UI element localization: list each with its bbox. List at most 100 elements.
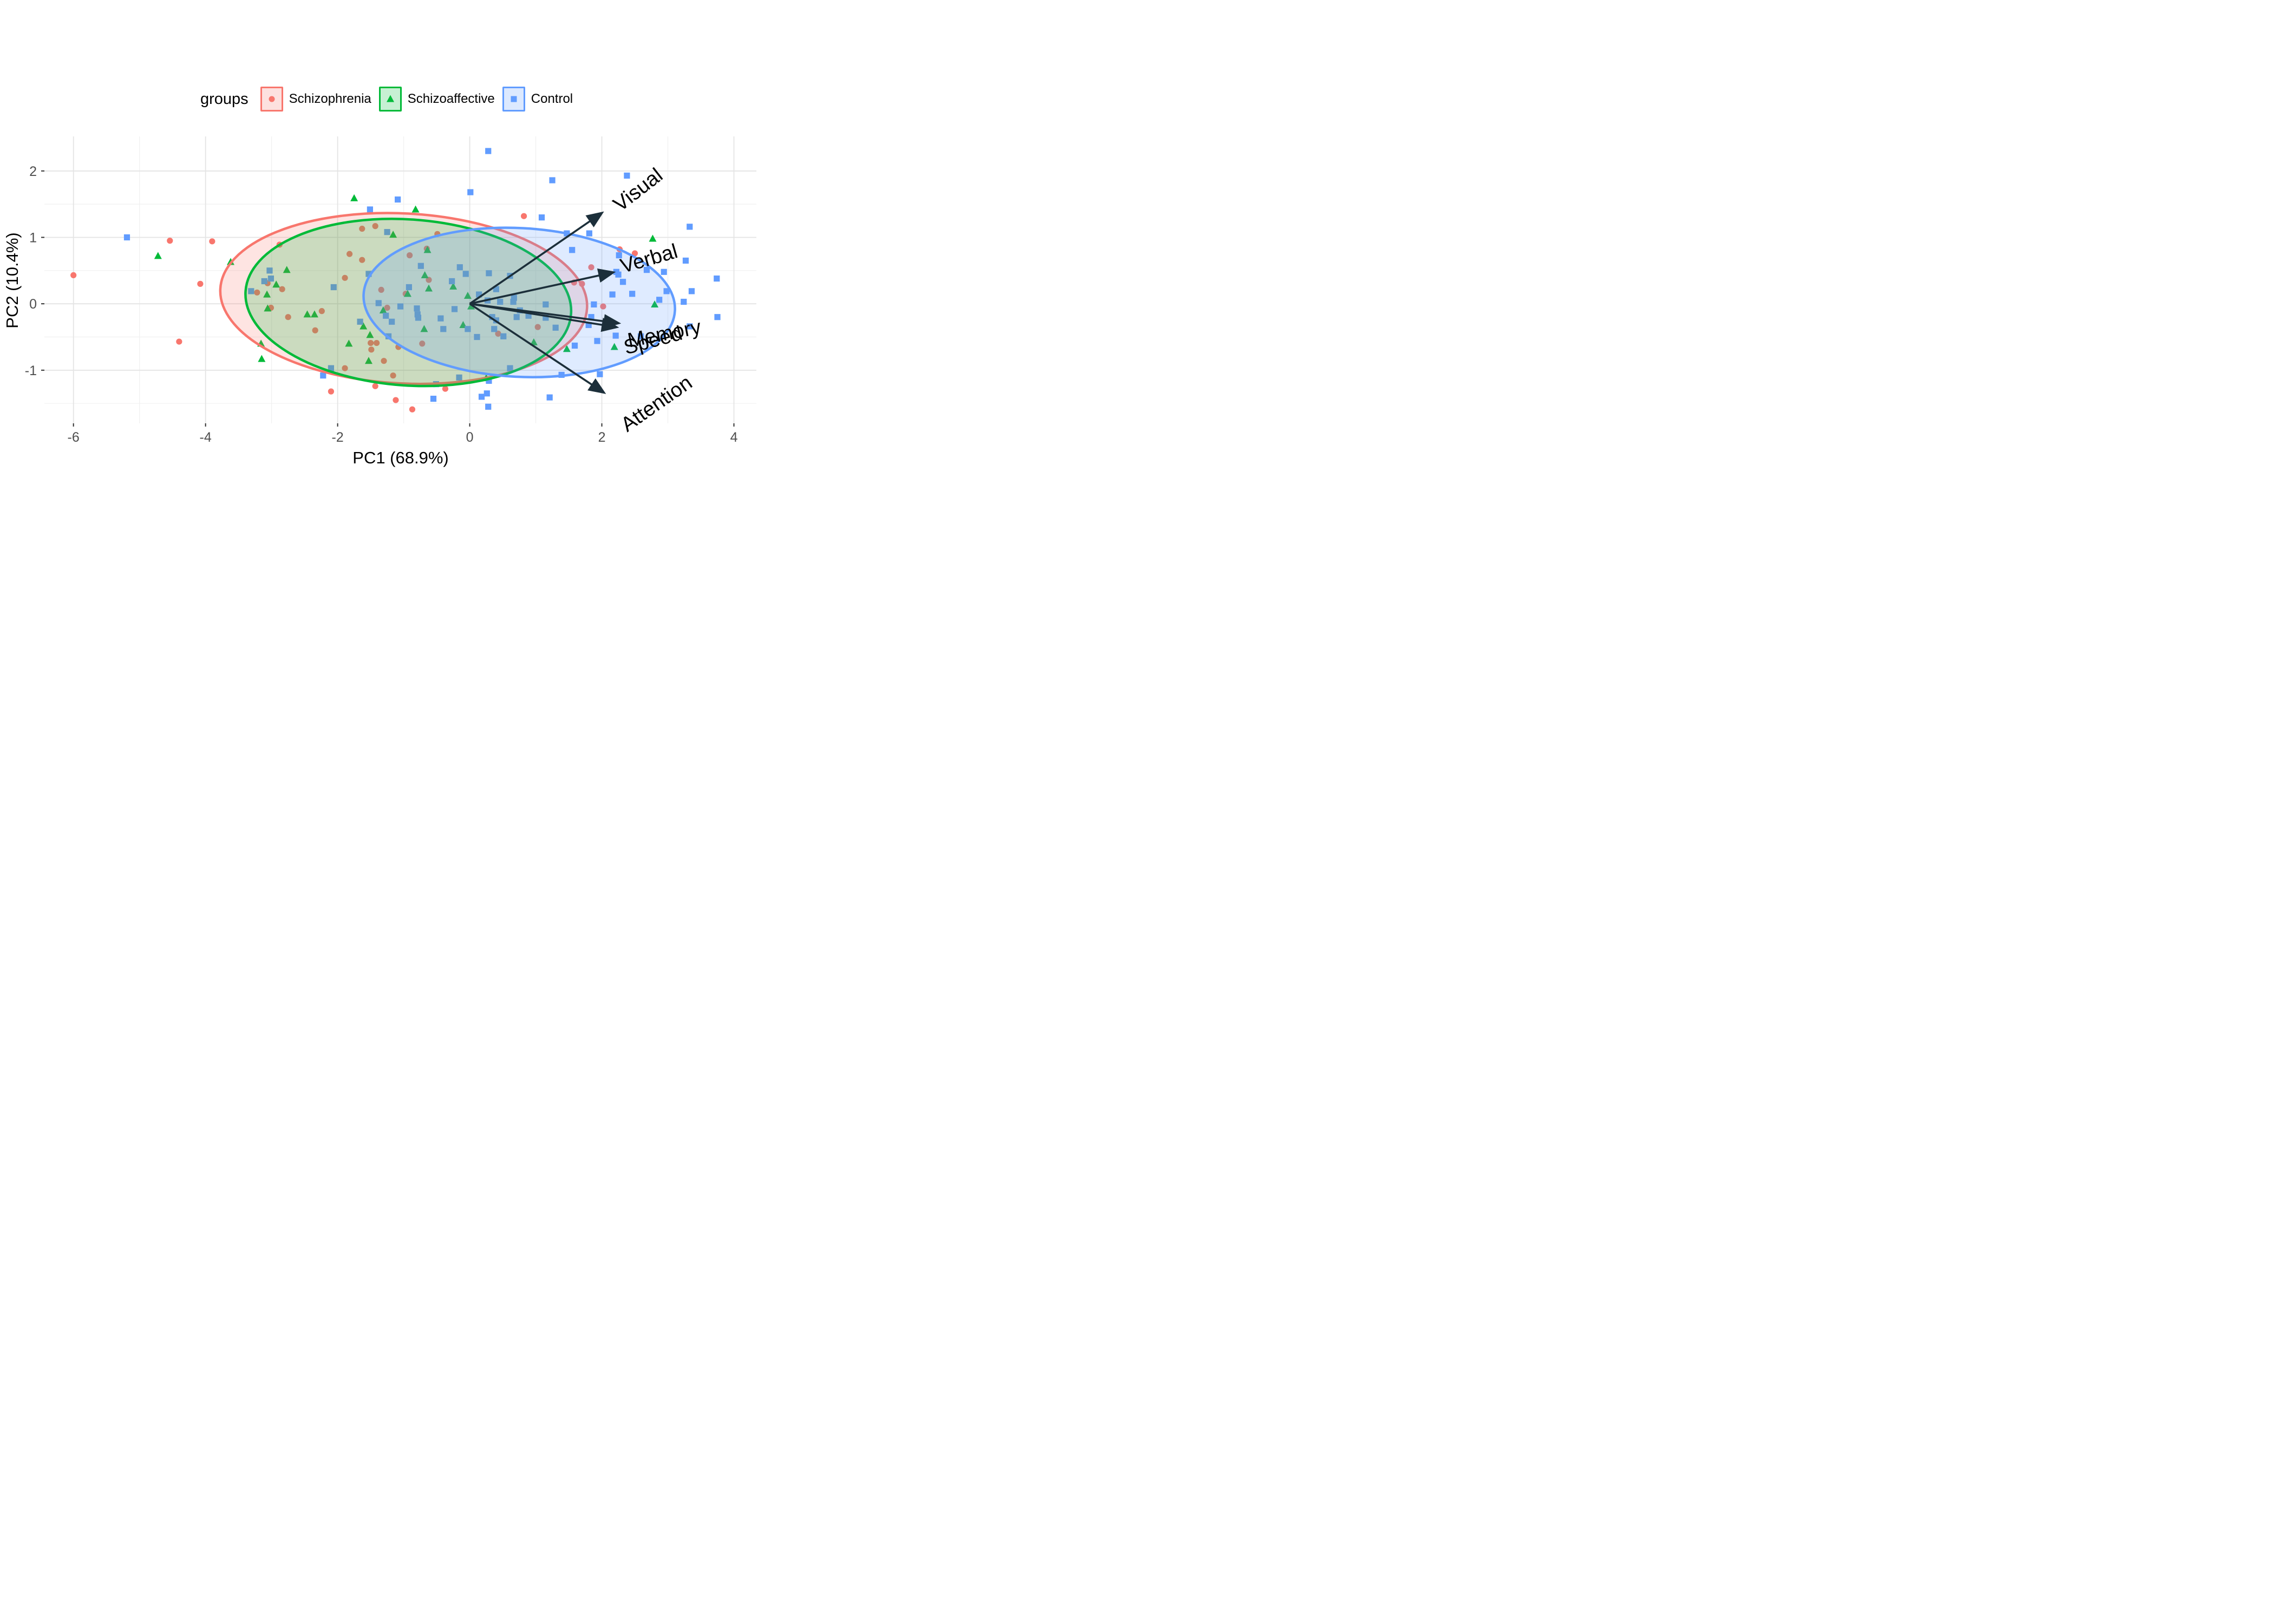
data-point <box>456 374 462 381</box>
group-ellipse-control <box>362 226 676 379</box>
data-point <box>714 314 721 320</box>
legend-key-circle-icon <box>260 87 283 112</box>
data-point <box>476 291 482 298</box>
data-point <box>615 271 622 278</box>
y-axis-title: PC2 (10.4%) <box>3 232 22 329</box>
data-point <box>423 246 432 253</box>
data-point <box>462 271 469 277</box>
data-point <box>449 278 455 285</box>
data-point <box>594 338 600 344</box>
data-point <box>209 238 215 245</box>
data-point <box>360 322 368 330</box>
data-point <box>397 303 404 310</box>
group-ellipse-schizophrenia <box>219 212 589 385</box>
data-point <box>588 264 594 271</box>
data-point <box>303 310 311 318</box>
data-point <box>167 238 173 244</box>
data-point <box>552 324 559 331</box>
data-point <box>267 275 275 282</box>
data-point <box>359 257 365 263</box>
data-point <box>420 325 428 332</box>
data-point <box>538 214 545 221</box>
data-point <box>588 314 594 320</box>
data-point <box>424 284 433 292</box>
legend-title: groups <box>200 90 249 108</box>
y-tick-label: 1 <box>29 230 37 245</box>
data-point <box>389 318 395 325</box>
data-point <box>318 308 325 315</box>
data-point <box>342 365 348 371</box>
data-point <box>375 300 382 306</box>
data-point <box>663 288 670 294</box>
data-point <box>609 291 616 298</box>
series-schizoaffective <box>154 194 659 382</box>
legend-label: Schizophrenia <box>289 91 371 106</box>
legend-item-control[interactable]: Control <box>502 87 573 112</box>
data-point <box>406 252 413 259</box>
data-point <box>483 390 490 397</box>
data-point <box>491 326 498 332</box>
loading-arrow-attention <box>469 303 606 394</box>
data-point <box>456 264 463 271</box>
data-point <box>463 292 472 299</box>
data-point <box>395 196 401 203</box>
data-point <box>688 288 695 294</box>
data-point <box>123 234 130 241</box>
data-point <box>597 371 603 377</box>
confidence-ellipses <box>219 212 676 388</box>
data-point <box>390 372 396 379</box>
data-point <box>279 286 285 292</box>
data-point <box>197 280 204 287</box>
data-point <box>378 286 384 293</box>
data-point <box>372 223 378 230</box>
data-point <box>261 278 267 285</box>
data-point <box>507 365 513 371</box>
data-point <box>384 229 390 235</box>
legend-item-schizoaffective[interactable]: Schizoaffective <box>378 87 495 112</box>
data-point <box>612 332 619 339</box>
data-point <box>525 312 532 319</box>
loading-arrow-speed <box>469 303 619 332</box>
axis-ticks: -6 -4 -2 0 2 4 -1 0 1 2 <box>25 164 738 445</box>
data-point <box>328 365 335 371</box>
data-point <box>543 315 549 321</box>
data-point <box>381 358 387 364</box>
data-point <box>258 355 266 362</box>
data-point <box>437 315 444 322</box>
data-point <box>417 263 424 269</box>
data-point <box>366 331 374 338</box>
data-point <box>619 279 626 285</box>
data-point <box>409 406 416 412</box>
data-point <box>372 383 378 389</box>
data-point <box>383 312 389 319</box>
data-point <box>154 252 162 259</box>
legend-item-schizophrenia[interactable]: Schizophrenia <box>260 87 371 112</box>
legend-label: Control <box>531 91 573 106</box>
data-point <box>497 298 504 305</box>
data-point <box>486 270 492 277</box>
data-point <box>414 305 420 312</box>
data-point <box>571 342 578 349</box>
data-point <box>426 277 432 283</box>
data-point <box>687 323 693 330</box>
arrow-label-visual: Visual <box>609 164 667 216</box>
data-point <box>379 306 387 314</box>
data-point <box>474 333 480 340</box>
data-point <box>616 252 622 259</box>
loading-arrow-verbal <box>469 269 616 305</box>
data-point <box>283 266 291 273</box>
x-tick-label: 4 <box>730 430 738 445</box>
data-point <box>661 269 667 275</box>
data-point <box>549 177 556 184</box>
data-point <box>637 333 644 339</box>
data-point <box>681 298 687 305</box>
y-tick-label: -1 <box>25 363 37 378</box>
data-point <box>546 394 553 401</box>
data-point <box>610 343 618 350</box>
x-tick-label: -6 <box>68 430 80 445</box>
data-point <box>485 403 492 410</box>
y-tick-label: 0 <box>29 297 37 312</box>
data-point <box>328 388 335 395</box>
data-point <box>442 385 449 392</box>
